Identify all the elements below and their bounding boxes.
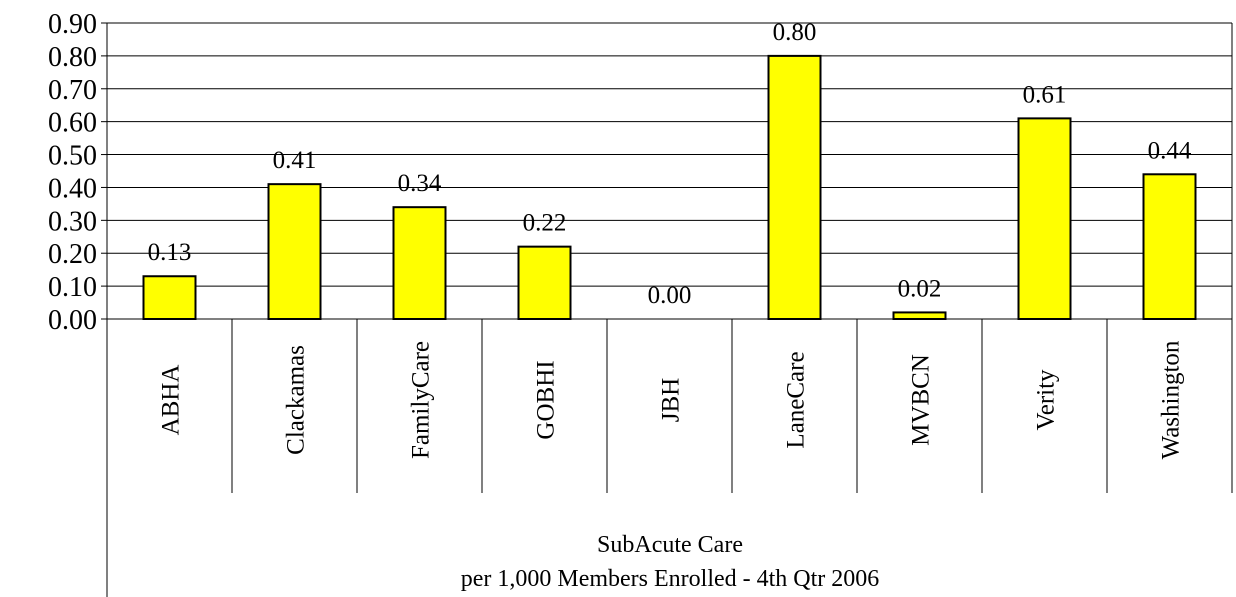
y-tick-labels: 0.000.100.200.300.400.500.600.700.800.90 (48, 9, 97, 336)
y-tick-label: 0.90 (48, 9, 97, 40)
bar-lanecare (767, 54, 822, 321)
category-label: LaneCare (783, 351, 810, 448)
y-tick-label: 0.80 (48, 42, 97, 73)
data-label: 0.13 (148, 239, 192, 266)
category-label: ABHA (158, 365, 185, 436)
data-label: 0.41 (273, 147, 317, 174)
data-label: 0.44 (1148, 137, 1192, 164)
y-tick-label: 0.00 (48, 305, 97, 336)
bar-gobhi (517, 245, 572, 320)
data-labels: 0.13 0.41 0.34 0.22 0.00 0.80 0.02 0.61 0.44 (148, 19, 1192, 309)
data-label: 0.80 (773, 19, 817, 46)
data-label: 0.22 (523, 210, 567, 237)
category-label: Clackamas (283, 345, 310, 455)
category-labels: ABHA Clackamas FamilyCare GOBHI JBH LaneCare M… (158, 340, 1185, 459)
y-tick-label: 0.20 (48, 239, 97, 270)
bar-verity (1017, 117, 1072, 320)
category-label: Washington (1158, 340, 1185, 459)
data-label: 0.61 (1023, 81, 1067, 108)
data-label: 0.02 (898, 275, 942, 302)
bar-mvbcn (892, 311, 947, 320)
y-tick-label: 0.10 (48, 272, 97, 303)
bar-washington (1142, 173, 1197, 320)
y-tick-label: 0.60 (48, 108, 97, 139)
x-axis-title-line-2: per 1,000 Members Enrolled - 4th Qtr 200… (461, 566, 880, 592)
y-tick-label: 0.70 (48, 75, 97, 106)
x-axis-title-line-1: SubAcute Care (597, 532, 743, 558)
category-label: JBH (658, 378, 685, 422)
category-label: MVBCN (908, 354, 935, 446)
bars (142, 54, 1197, 321)
bar-abha (142, 275, 197, 320)
y-tick-label: 0.30 (48, 206, 97, 237)
data-label: 0.34 (398, 170, 442, 197)
bar-familycare (392, 206, 447, 320)
axes (101, 22, 1233, 597)
category-label: FamilyCare (408, 341, 435, 459)
bar-clackamas (267, 183, 322, 320)
category-label: GOBHI (533, 360, 560, 439)
data-label: 0.00 (648, 282, 692, 309)
y-tick-label: 0.50 (48, 141, 97, 172)
category-label: Verity (1033, 369, 1060, 431)
y-tick-label: 0.40 (48, 173, 97, 204)
